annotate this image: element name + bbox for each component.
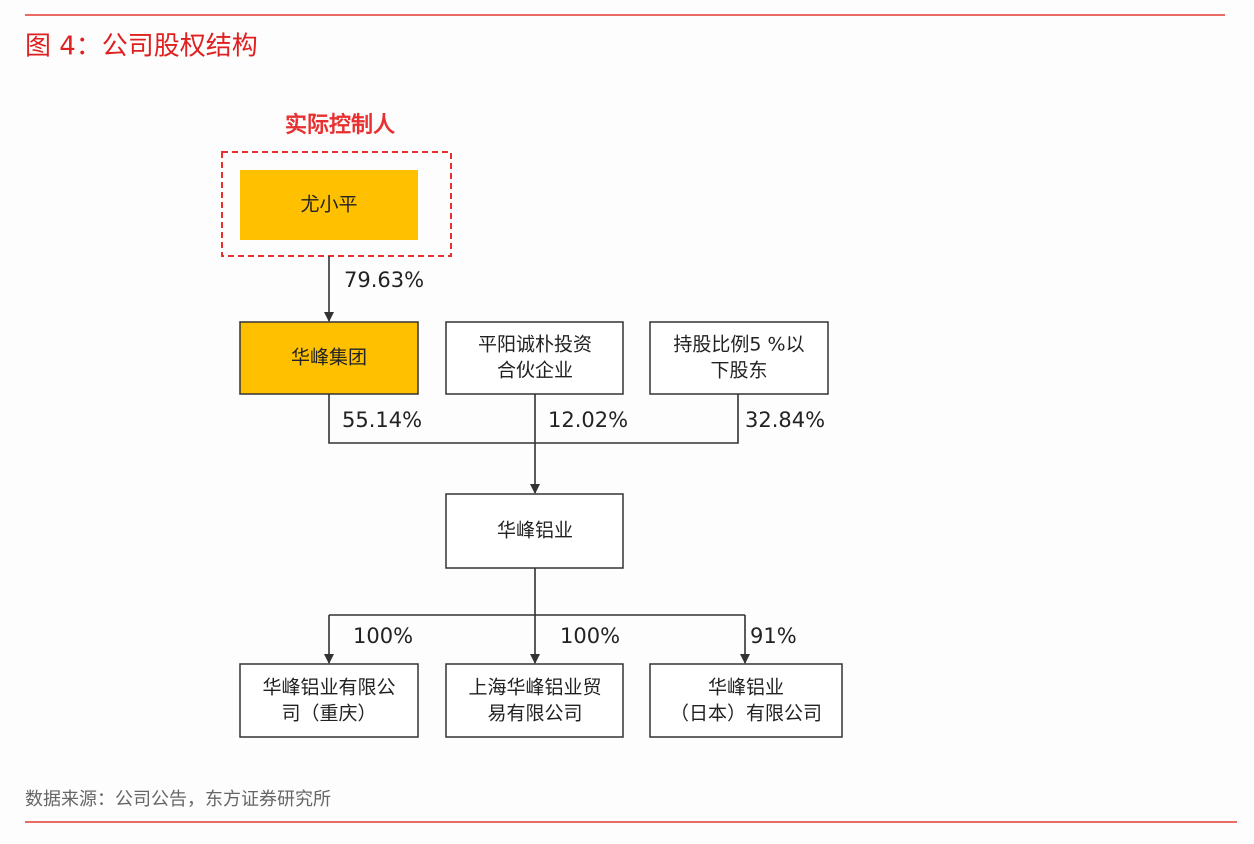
edge-label: 91%: [750, 624, 797, 648]
node-label: 合伙企业: [497, 360, 573, 382]
controller-box: [221, 151, 452, 257]
node-label: （日本）有限公司: [670, 703, 822, 725]
node-label: 华峰铝业: [497, 520, 573, 542]
node-label: 上海华峰铝业贸: [468, 677, 601, 699]
connector: [329, 568, 745, 616]
node-box: [240, 170, 418, 240]
connector: [328, 394, 739, 444]
edge-label: 55.14%: [342, 408, 422, 432]
title: 图 4：公司股权结构: [25, 32, 258, 62]
node-label: 华峰铝业有限公: [262, 677, 395, 699]
node-label: 华峰集团: [291, 347, 367, 369]
node-box: [239, 663, 419, 738]
edge-label: 100%: [353, 624, 413, 648]
node-box: [649, 663, 843, 738]
node-label: 司（重庆）: [281, 703, 376, 725]
node-box: [649, 321, 829, 395]
node-label: 易有限公司: [487, 703, 582, 725]
edge-label: 32.84%: [745, 408, 825, 432]
node-box: [445, 493, 624, 569]
node-box: [445, 663, 624, 738]
edge-label: 79.63%: [344, 268, 424, 292]
controller-label: 实际控制人: [285, 112, 395, 138]
edge-label: 12.02%: [548, 408, 628, 432]
node-box: [239, 321, 419, 395]
edge-label: 100%: [560, 624, 620, 648]
source-note: 数据来源：公司公告，东方证券研究所: [25, 789, 331, 810]
node-label: 下股东: [710, 360, 767, 382]
node-label: 平阳诚朴投资: [478, 334, 592, 356]
node-label: 尤小平: [300, 194, 357, 216]
node-label: 持股比例5 %以: [673, 334, 804, 356]
node-label: 华峰铝业: [708, 677, 784, 699]
